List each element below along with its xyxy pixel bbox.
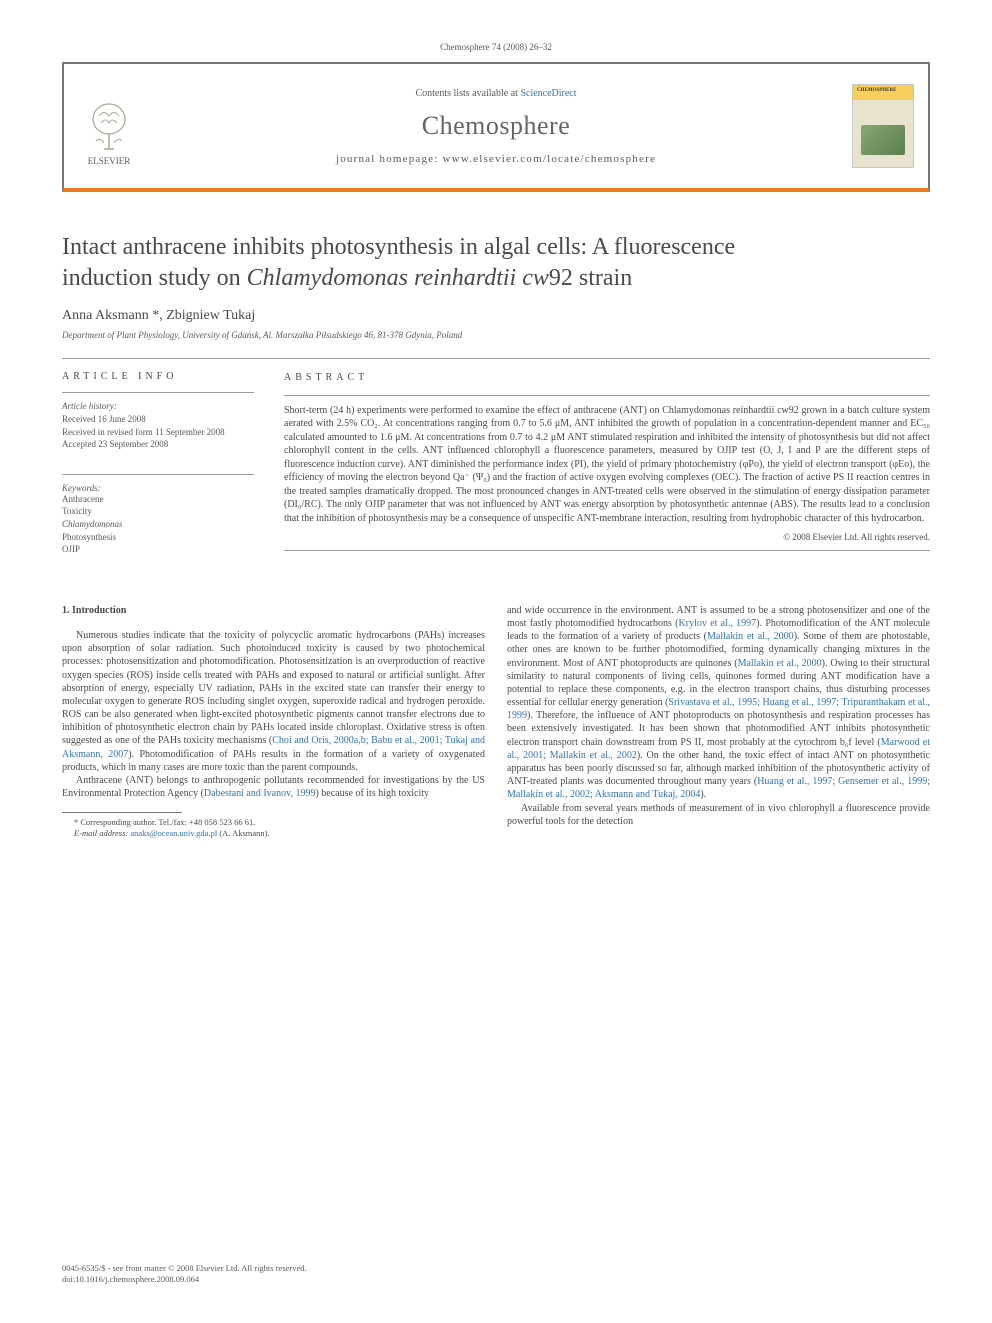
keyword: Toxicity <box>62 505 254 518</box>
citation-link[interactable]: Krylov et al., 1997 <box>679 618 757 629</box>
info-abstract-row: ARTICLE INFO Article history: Received 1… <box>62 358 930 567</box>
affiliation: Department of Plant Physiology, Universi… <box>62 330 930 340</box>
citation-header: Chemosphere 74 (2008) 26–32 <box>62 42 930 52</box>
contents-line: Contents lists available at ScienceDirec… <box>415 88 576 99</box>
title-line1: Intact anthracene inhibits photosynthesi… <box>62 234 735 260</box>
abstract-label: ABSTRACT <box>284 371 930 385</box>
journal-name: Chemosphere <box>422 111 570 141</box>
email-footnote: E-mail address: anaks@ocean.univ.gda.pl … <box>62 828 485 839</box>
corresponding-author: * Corresponding author. Tel./fax: +48 05… <box>62 817 485 828</box>
left-column: 1. Introduction Numerous studies indicat… <box>62 604 485 840</box>
abstract-text: Short-term (24 h) experiments were perfo… <box>284 405 930 524</box>
keyword: Anthracene <box>62 493 254 506</box>
right-column: and wide occurrence in the environment. … <box>507 604 930 840</box>
article-title: Intact anthracene inhibits photosynthesi… <box>62 232 930 294</box>
publisher-name: ELSEVIER <box>88 156 131 166</box>
journal-homepage: journal homepage: www.elsevier.com/locat… <box>336 153 656 165</box>
accepted-date: Accepted 23 September 2008 <box>62 438 254 450</box>
body-paragraph: Available from several years methods of … <box>507 802 930 828</box>
citation-link[interactable]: Mallakin et al., 2000 <box>738 658 822 669</box>
abstract: ABSTRACT Short-term (24 h) experiments w… <box>266 359 930 567</box>
received-date: Received 16 June 2008 <box>62 413 254 425</box>
doi-line: doi:10.1016/j.chemosphere.2008.09.064 <box>62 1274 930 1285</box>
citation-link[interactable]: Mallakin et al., 2000 <box>707 631 794 642</box>
body-paragraph: Anthracene (ANT) belongs to anthropogeni… <box>62 774 485 800</box>
history-label: Article history: <box>62 401 254 411</box>
keywords-label: Keywords: <box>62 483 254 493</box>
contents-prefix: Contents lists available at <box>415 88 520 99</box>
body-two-column: 1. Introduction Numerous studies indicat… <box>62 604 930 840</box>
title-line2-post: 92 strain <box>549 265 632 291</box>
elsevier-logo: ELSEVIER <box>78 86 140 166</box>
footer: 0045-6535/$ - see front matter © 2008 El… <box>62 1263 930 1285</box>
article-info-label: ARTICLE INFO <box>62 371 254 382</box>
keyword: OJIP <box>62 543 254 556</box>
authors: Anna Aksmann *, Zbigniew Tukaj <box>62 308 930 324</box>
title-line2-pre: induction study on <box>62 265 247 291</box>
email-link[interactable]: anaks@ocean.univ.gda.pl <box>130 828 217 838</box>
abstract-copyright: © 2008 Elsevier Ltd. All rights reserved… <box>284 531 930 543</box>
article-info: ARTICLE INFO Article history: Received 1… <box>62 359 266 567</box>
keyword: Photosynthesis <box>62 531 254 544</box>
elsevier-tree-icon <box>84 101 134 156</box>
footnote-divider <box>62 812 182 813</box>
front-matter-line: 0045-6535/$ - see front matter © 2008 El… <box>62 1263 930 1274</box>
journal-center: Contents lists available at ScienceDirec… <box>140 88 852 165</box>
sciencedirect-link[interactable]: ScienceDirect <box>520 88 576 99</box>
keyword: Chlamydomonas <box>62 518 254 531</box>
journal-cover-thumbnail <box>852 84 914 168</box>
journal-masthead: ELSEVIER Contents lists available at Sci… <box>62 62 930 192</box>
article-title-block: Intact anthracene inhibits photosynthesi… <box>62 232 930 340</box>
section-heading: 1. Introduction <box>62 604 485 617</box>
revised-date: Received in revised form 11 September 20… <box>62 426 254 438</box>
abstract-bottom-divider <box>284 550 930 551</box>
title-species: Chlamydomonas reinhardtii cw <box>247 265 549 291</box>
citation-link[interactable]: Dabestani and Ivanov, 1999 <box>204 788 316 799</box>
body-paragraph: and wide occurrence in the environment. … <box>507 604 930 802</box>
body-paragraph: Numerous studies indicate that the toxic… <box>62 629 485 774</box>
